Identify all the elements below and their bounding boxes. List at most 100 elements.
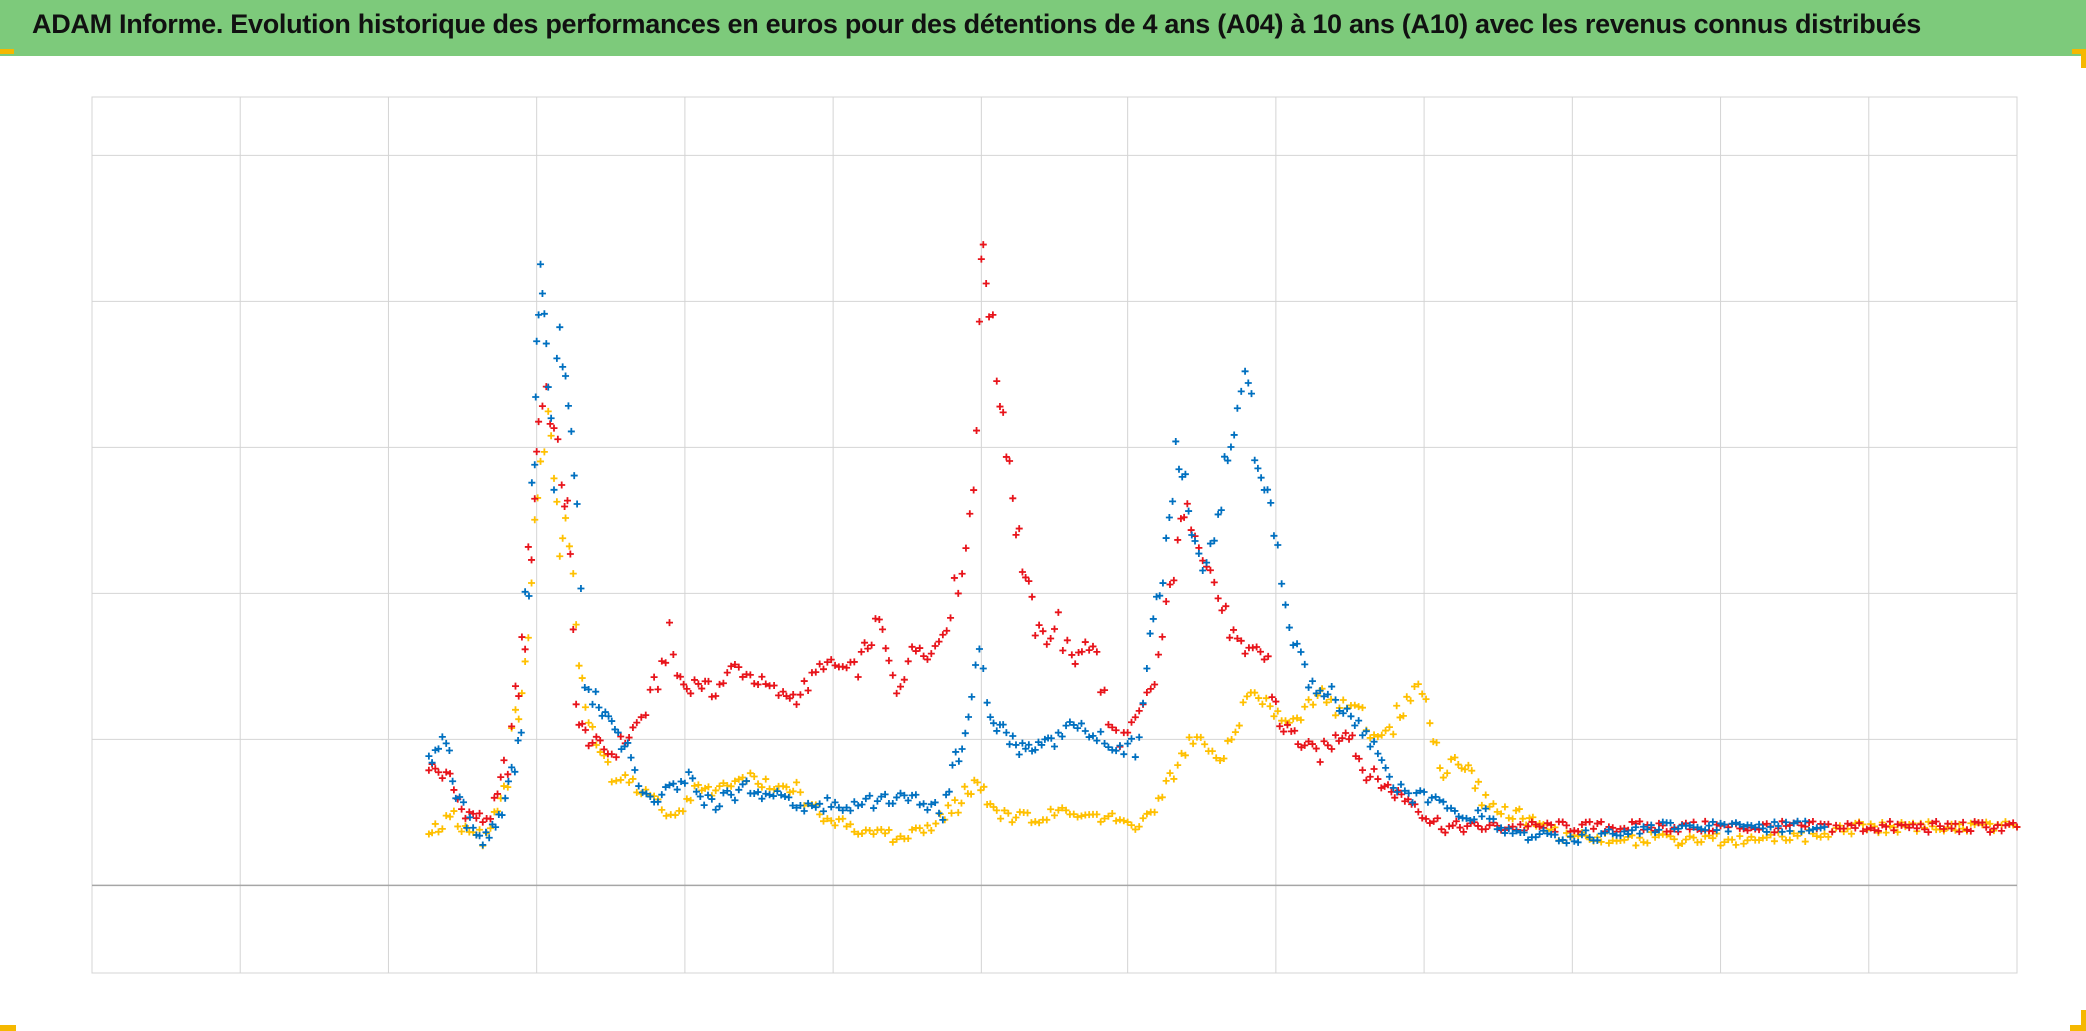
data-point (1143, 688, 1151, 696)
data-point (1948, 825, 1956, 833)
data-point (1305, 737, 1313, 745)
data-point (572, 700, 580, 708)
data-point (1135, 707, 1143, 715)
data-point (967, 790, 975, 798)
data-point (866, 792, 874, 800)
data-point (479, 841, 487, 849)
corner-accent-right-edge (2081, 54, 2086, 68)
series-1 (425, 407, 2021, 850)
data-point (950, 574, 958, 582)
data-point (685, 768, 693, 776)
data-point (1416, 787, 1424, 795)
data-point (1420, 788, 1428, 796)
data-point (1620, 827, 1628, 835)
data-point (820, 817, 827, 825)
data-point (589, 700, 596, 708)
data-point (1767, 831, 1775, 839)
data-point (608, 717, 616, 725)
data-point (972, 661, 980, 669)
data-point (835, 804, 843, 812)
data-point (1452, 817, 1460, 825)
data-point (750, 680, 758, 688)
data-point (786, 694, 794, 702)
data-point (1882, 823, 1890, 831)
series-layer (425, 241, 2021, 850)
data-point (438, 825, 446, 833)
data-point (993, 377, 1001, 385)
data-point (569, 625, 577, 633)
data-point (1385, 723, 1393, 731)
data-point (877, 793, 885, 801)
data-point (1536, 823, 1544, 831)
data-point (1226, 634, 1234, 642)
data-point (1188, 531, 1196, 539)
data-point (735, 786, 743, 794)
data-point (1513, 827, 1520, 835)
data-point (1516, 820, 1524, 828)
data-point (1924, 828, 1932, 836)
data-point (1135, 823, 1143, 831)
data-point (961, 729, 969, 737)
data-point (1158, 633, 1166, 641)
data-point (1293, 714, 1301, 722)
data-point (1909, 821, 1917, 829)
data-point (1555, 837, 1563, 845)
data-point (1112, 747, 1120, 755)
data-point (1062, 806, 1070, 814)
data-point (1713, 826, 1721, 834)
data-point (1218, 606, 1226, 614)
data-point (870, 804, 878, 812)
data-point (446, 770, 454, 778)
data-point (683, 685, 691, 693)
data-point (948, 761, 956, 769)
data-point (1166, 580, 1174, 588)
y-gridlines (92, 154, 2017, 887)
data-point (528, 579, 536, 587)
data-point (989, 311, 997, 319)
data-point (460, 798, 468, 806)
data-point (482, 828, 490, 836)
data-point (812, 803, 820, 811)
data-point (1235, 722, 1243, 730)
corner-accent-top-left (0, 49, 14, 54)
corner-accent-bottom-right (2070, 1025, 2086, 1031)
data-point (1391, 794, 1399, 802)
data-point (1217, 506, 1225, 514)
page-title: ADAM Informe. Evolution historique des p… (32, 9, 1922, 39)
data-point (712, 692, 720, 700)
data-point (1405, 789, 1413, 797)
data-point (1686, 832, 1694, 840)
data-point (1059, 646, 1067, 654)
data-point (445, 747, 453, 755)
data-point (1351, 701, 1359, 709)
data-point (531, 495, 539, 503)
data-point (528, 556, 536, 564)
data-point (1486, 821, 1494, 829)
data-point (1770, 828, 1778, 836)
data-point (1940, 825, 1948, 833)
data-point (1790, 819, 1798, 827)
data-point (621, 771, 629, 779)
data-point (544, 407, 552, 415)
data-point (1195, 550, 1203, 558)
data-point (831, 661, 839, 669)
data-point (773, 787, 781, 795)
data-point (1332, 711, 1340, 719)
data-point (954, 809, 962, 817)
data-point (624, 739, 632, 747)
data-point (982, 279, 990, 287)
data-point (1002, 453, 1010, 461)
data-point (1770, 818, 1778, 826)
data-point (1031, 631, 1039, 639)
data-point (1519, 815, 1527, 823)
data-point (1593, 820, 1601, 828)
data-point (974, 778, 981, 786)
data-point (1651, 828, 1659, 836)
data-point (1362, 727, 1370, 735)
data-point (1794, 832, 1802, 840)
data-point (1104, 721, 1112, 729)
data-point (1154, 651, 1162, 659)
data-point (850, 658, 858, 666)
data-point (531, 516, 539, 524)
data-point (681, 779, 689, 787)
